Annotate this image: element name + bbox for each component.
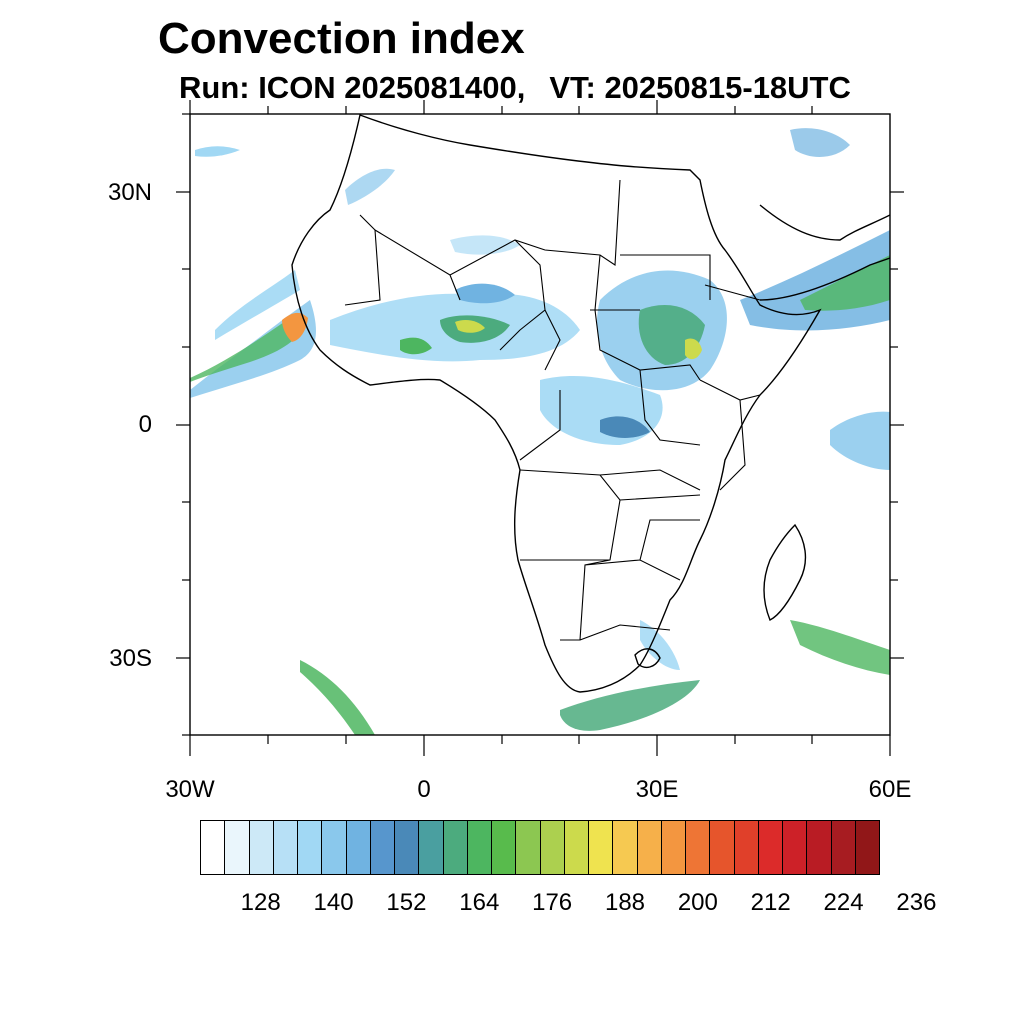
- colorbar-box: [443, 821, 468, 874]
- map-frame: [189, 113, 891, 736]
- colorbar-box: [589, 821, 614, 874]
- colorbar-tick-label: 140: [313, 889, 354, 916]
- colorbar-box: [273, 821, 298, 874]
- colorbar-tick-label: 176: [532, 889, 573, 916]
- colorbar-box: [492, 821, 517, 874]
- colorbar-box: [419, 821, 444, 874]
- colorbar-box: [613, 821, 638, 874]
- convection-region-levant: [790, 128, 850, 157]
- convection-region-sudan-peak: [685, 338, 702, 360]
- convection-region-south-africa: [560, 680, 700, 731]
- colorbar-box: [564, 821, 589, 874]
- map-subtitle: Run: ICON 2025081400, VT: 20250815-18UTC: [179, 70, 851, 106]
- colorbar-box: [225, 821, 250, 874]
- lon-label-30e: 30E: [635, 776, 679, 803]
- convection-region-indian-ocean: [830, 411, 890, 470]
- colorbar-box: [322, 821, 347, 874]
- convection-region-atlantic-core: [190, 318, 305, 382]
- colorbar-tick-label: 224: [823, 889, 864, 916]
- lon-label-30w: 30W: [165, 776, 215, 803]
- colorbar-tick-label: 236: [896, 889, 937, 916]
- coastlines-borders: [291, 114, 890, 693]
- lon-label-60e: 60E: [868, 776, 912, 803]
- lon-label-0: 0: [417, 776, 431, 803]
- colorbar-box: [298, 821, 323, 874]
- colorbar-box: [783, 821, 808, 874]
- lat-label-30s: 30S: [109, 645, 152, 672]
- convection-region-north-atlantic: [195, 146, 240, 157]
- colorbar-box: [855, 821, 879, 874]
- colorbar-box: [540, 821, 565, 874]
- convection-region-central-sahara: [450, 235, 520, 255]
- madagascar-coastline: [763, 523, 807, 621]
- convection-region-nigeria: [455, 283, 515, 304]
- convection-region-west-africa-peak: [455, 320, 485, 333]
- country-borders: [344, 179, 761, 641]
- colorbar-box: [710, 821, 735, 874]
- colorbar-box: [249, 821, 274, 874]
- arabia-coastline: [759, 204, 890, 301]
- colorbar-box: [201, 821, 226, 874]
- colorbar: [200, 820, 880, 875]
- colorbar-box: [661, 821, 686, 874]
- map-title: Convection index: [158, 14, 525, 63]
- convection-region-south-atlantic: [300, 660, 375, 735]
- africa-coastline: [291, 114, 822, 693]
- convection-region-morocco: [345, 168, 395, 205]
- run-label: Run: ICON 2025081400,: [179, 70, 526, 105]
- colorbar-box: [467, 821, 492, 874]
- colorbar-tick-label: 128: [240, 889, 281, 916]
- colorbar-box: [758, 821, 783, 874]
- colorbar-tick-label: 212: [750, 889, 791, 916]
- lat-label-30n: 30N: [107, 179, 152, 206]
- valid-time-label: VT: 20250815-18UTC: [549, 70, 851, 105]
- colorbar-box: [516, 821, 541, 874]
- lat-label-0: 0: [138, 411, 152, 438]
- colorbar-box: [734, 821, 759, 874]
- convection-region-atlantic-north: [215, 270, 300, 340]
- colorbar-box: [807, 821, 832, 874]
- colorbar-tick-label: 152: [386, 889, 427, 916]
- colorbar-tick-label: 200: [677, 889, 718, 916]
- colorbar-box: [831, 821, 856, 874]
- colorbar-box: [686, 821, 711, 874]
- colorbar-box: [395, 821, 420, 874]
- convection-region-arabia-core: [800, 255, 890, 311]
- convection-region-congo-core: [600, 416, 650, 438]
- convection-region-atlantic-peak: [282, 312, 308, 342]
- colorbar-box: [637, 821, 662, 874]
- lesotho-border: [634, 648, 661, 669]
- convection-region-madagascar-east: [790, 620, 890, 675]
- colorbar-box: [346, 821, 371, 874]
- colorbar-tick-label: 164: [459, 889, 500, 916]
- convection-region-east-sa: [640, 620, 680, 670]
- convection-region-west-africa-2: [400, 337, 432, 355]
- tick-marks: [176, 100, 904, 756]
- colorbar-tick-label: 188: [604, 889, 646, 916]
- colorbar-box: [370, 821, 395, 874]
- convection-field: [190, 128, 890, 735]
